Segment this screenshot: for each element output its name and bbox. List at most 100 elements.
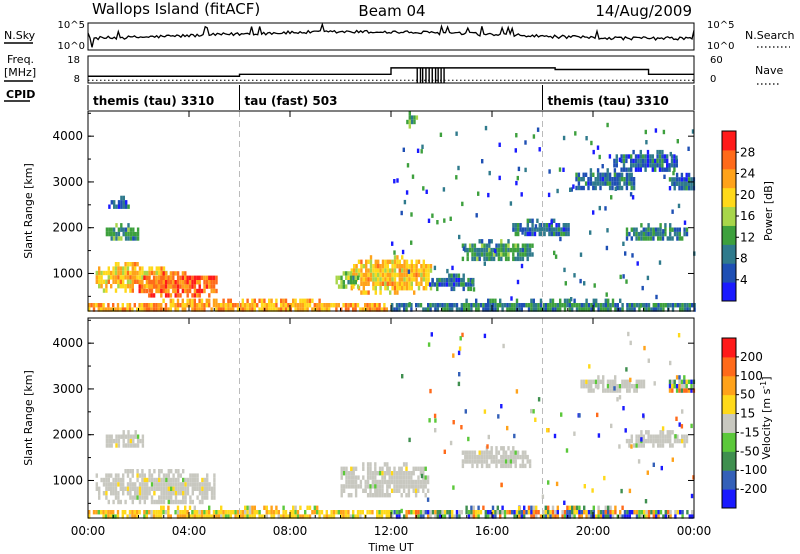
echo-cell — [652, 227, 655, 232]
echo-cell — [420, 281, 423, 286]
echo-cell — [181, 275, 185, 280]
echo-cell — [174, 495, 178, 500]
echo-cell — [427, 307, 430, 312]
echo-cell — [390, 479, 394, 485]
echo-cell — [131, 284, 134, 289]
echo-cell — [490, 454, 493, 460]
echo-cell — [691, 129, 695, 134]
echo-cell — [614, 510, 617, 515]
echo-cell — [105, 495, 108, 500]
echo-cell — [361, 307, 364, 312]
echo-cell — [117, 495, 120, 500]
echo-cell — [429, 514, 432, 519]
echo-cell — [436, 282, 439, 287]
echo-cell — [545, 227, 549, 232]
echo-cell — [158, 499, 161, 505]
echo-cell — [301, 307, 304, 312]
echo-cell — [472, 303, 475, 308]
echo-cell — [554, 514, 557, 519]
echo-cell — [451, 303, 454, 308]
echo-cell — [506, 303, 509, 308]
echo-cell — [625, 167, 628, 172]
echo-cell — [671, 236, 674, 241]
echo-cell — [155, 288, 158, 294]
echo-cell — [355, 272, 358, 278]
echo-cell — [146, 284, 149, 289]
echo-cell — [203, 303, 206, 308]
echo-cell — [114, 262, 118, 267]
echo-cell — [518, 303, 521, 308]
echo-cell — [186, 510, 189, 515]
echo-cell — [377, 259, 380, 264]
echo-cell — [275, 303, 278, 308]
echo-cell — [430, 332, 433, 337]
echo-cell — [480, 243, 484, 248]
echo-cell — [205, 280, 209, 285]
echo-cell — [481, 159, 484, 164]
echo-cell — [662, 514, 665, 519]
echo-cell — [577, 172, 581, 177]
echo-cell — [386, 277, 389, 282]
echo-cell — [568, 298, 571, 303]
echo-cell — [246, 303, 249, 308]
echo-cell — [413, 268, 416, 273]
echo-cell — [129, 262, 132, 267]
echo-cell — [470, 505, 473, 510]
echo-cell — [125, 200, 128, 205]
echo-cell — [145, 303, 148, 308]
echo-cell — [485, 463, 489, 469]
echo-cell — [138, 280, 141, 285]
echo-cell — [323, 514, 326, 519]
echo-cell — [467, 307, 471, 312]
echo-cell — [580, 384, 583, 389]
echo-cell — [464, 450, 467, 455]
echo-cell — [169, 298, 172, 303]
echo-cell — [673, 181, 676, 186]
echo-cell — [213, 486, 216, 491]
echo-cell — [143, 486, 146, 491]
echo-cell — [691, 514, 694, 519]
echo-cell — [676, 231, 679, 237]
echo-cell — [602, 384, 605, 389]
echo-cell — [412, 479, 415, 485]
echo-cell — [441, 510, 444, 515]
echo-cell — [630, 227, 633, 232]
echo-cell — [483, 252, 486, 257]
echo-cell — [206, 473, 209, 478]
echo-cell — [562, 227, 565, 232]
echo-cell — [531, 223, 534, 228]
echo-cell — [477, 307, 480, 312]
echo-cell — [502, 247, 505, 253]
echo-cell — [422, 479, 425, 485]
echo-cell — [143, 482, 146, 487]
echo-cell — [366, 484, 370, 489]
echo-cell — [342, 514, 345, 519]
echo-cell — [628, 303, 631, 308]
echo-cell — [220, 514, 223, 519]
echo-cell — [646, 154, 650, 159]
echo-cell — [614, 303, 617, 308]
echo-cell — [105, 443, 109, 448]
echo-cell — [227, 307, 230, 312]
echo-cell — [117, 236, 121, 241]
echo-cell — [294, 298, 297, 303]
echo-cell — [476, 247, 479, 253]
echo-cell — [676, 438, 679, 444]
echo-cell — [637, 459, 641, 464]
echo-cell — [464, 409, 467, 414]
echo-cell — [620, 154, 623, 159]
echo-cell — [634, 158, 638, 164]
echo-cell — [347, 479, 351, 485]
echo-cell — [621, 505, 624, 510]
echo-cell — [611, 388, 614, 393]
echo-cell — [507, 454, 510, 460]
echo-cell — [639, 154, 642, 159]
echo-cell — [381, 471, 384, 476]
echo-cell — [463, 303, 466, 308]
echo-cell — [457, 277, 461, 283]
echo-cell — [376, 479, 379, 485]
echo-cell — [391, 268, 394, 273]
echo-cell — [463, 307, 466, 312]
echo-cell — [376, 471, 379, 476]
echo-cell — [483, 256, 486, 262]
